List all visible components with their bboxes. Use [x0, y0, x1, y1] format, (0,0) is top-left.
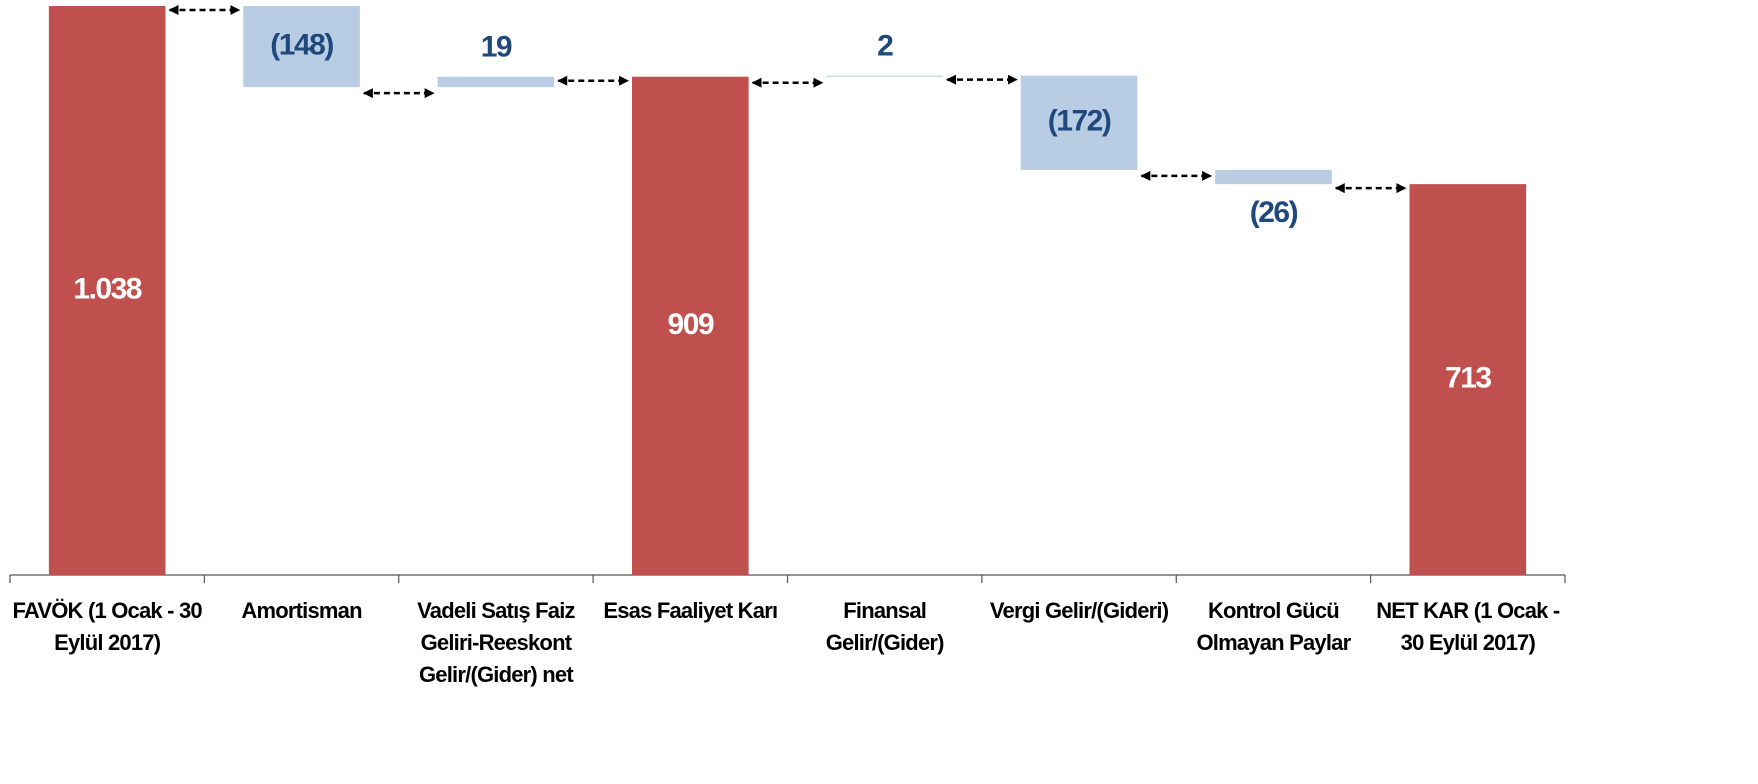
value-label: (148) — [270, 28, 333, 61]
value-label: (26) — [1250, 196, 1298, 229]
category-label: Amortisman — [241, 598, 362, 623]
total-bar — [48, 6, 166, 575]
value-label: 909 — [668, 308, 714, 341]
change-bar — [826, 75, 943, 77]
value-label: 1.038 — [73, 272, 141, 305]
value-label: 2 — [877, 30, 893, 63]
change-bar — [437, 76, 555, 88]
value-label: (172) — [1048, 105, 1111, 138]
category-label: Esas Faaliyet Karı — [603, 598, 778, 623]
change-bar — [1020, 75, 1138, 170]
category-label: Finansal Gelir/(Gider) — [825, 598, 945, 655]
total-bar — [1409, 184, 1527, 576]
category-label: Vadeli Satış Faiz Geliri-Reeskont Gelir/… — [417, 598, 575, 687]
value-label: 713 — [1445, 361, 1491, 394]
category-label: FAVÖK (1 Ocak - 30 Eylül 2017) — [12, 598, 202, 655]
category-label: Kontrol Gücü Olmayan Paylar — [1196, 598, 1351, 655]
value-label: 19 — [481, 31, 512, 64]
change-bar — [243, 6, 360, 88]
change-bar — [1215, 169, 1332, 185]
category-label: NET KAR (1 Ocak - 30 Eylül 2017) — [1376, 598, 1560, 655]
category-label: Vergi Gelir/(Gideri) — [989, 598, 1169, 623]
total-bar — [632, 76, 749, 576]
